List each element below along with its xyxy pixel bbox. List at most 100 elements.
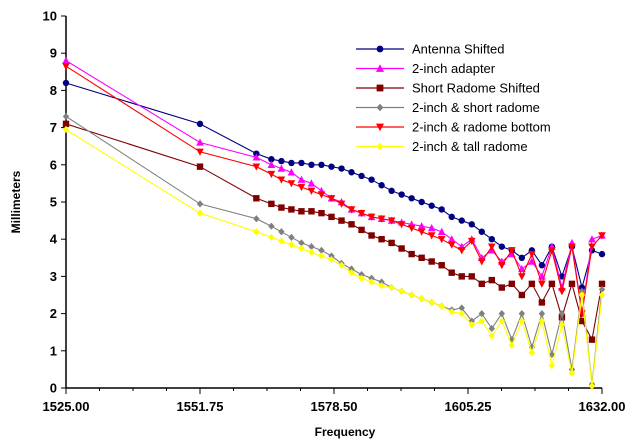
data-point — [598, 280, 606, 288]
y-tick-label: 7 — [50, 120, 57, 135]
data-point — [478, 317, 485, 325]
data-point — [528, 280, 536, 288]
data-point — [196, 138, 204, 146]
legend-label: 2-inch & tall radome — [412, 139, 528, 154]
data-point — [368, 274, 375, 282]
data-point — [368, 278, 375, 286]
y-tick-label: 6 — [50, 157, 57, 172]
data-point — [388, 283, 395, 292]
data-point — [438, 262, 445, 269]
data-point — [338, 217, 345, 224]
data-point — [478, 228, 485, 235]
data-point — [318, 252, 325, 260]
data-point — [398, 191, 405, 198]
data-point — [62, 79, 70, 87]
data-point — [348, 169, 355, 176]
data-point — [428, 298, 435, 307]
data-point — [253, 195, 260, 202]
data-point — [408, 291, 415, 299]
data-point — [308, 161, 315, 168]
data-point — [588, 235, 596, 243]
legend-label: 2-inch & short radome — [412, 100, 540, 115]
legend: Antenna Shifted 2-inch adapter Short Radom… — [356, 42, 551, 154]
data-point — [196, 120, 204, 128]
data-point — [408, 195, 415, 202]
data-point — [578, 317, 586, 325]
data-point — [337, 200, 346, 208]
data-point — [428, 258, 435, 265]
data-point — [468, 321, 475, 329]
data-point — [388, 239, 395, 247]
data-point — [327, 195, 336, 203]
data-point — [278, 204, 285, 211]
legend-marker — [376, 45, 384, 53]
data-point — [468, 221, 475, 228]
data-point — [62, 120, 70, 128]
data-point — [568, 243, 576, 251]
data-point — [328, 213, 335, 221]
y-axis-ticks: 0 1 2 3 4 5 6 7 8 9 10 — [43, 9, 66, 396]
data-point — [288, 241, 295, 249]
data-point — [407, 224, 416, 233]
data-point — [378, 236, 385, 243]
y-tick-label: 5 — [50, 195, 57, 210]
data-point — [498, 243, 506, 250]
data-point — [398, 245, 405, 252]
data-point — [268, 233, 275, 241]
data-point — [538, 310, 546, 318]
data-point — [196, 148, 204, 156]
data-point — [438, 302, 445, 310]
data-point — [338, 165, 345, 172]
series-0 — [62, 79, 606, 291]
series-5 — [62, 125, 606, 390]
data-point — [578, 284, 586, 291]
data-point — [287, 180, 296, 188]
data-point — [508, 280, 516, 288]
data-point — [378, 278, 385, 286]
data-point — [278, 237, 285, 245]
data-point — [367, 213, 376, 221]
y-tick-label: 3 — [50, 269, 57, 284]
data-point — [267, 160, 276, 168]
data-point — [378, 282, 385, 290]
y-tick-label: 0 — [50, 381, 57, 396]
legend-label: Short Radome Shifted — [412, 81, 540, 96]
data-point — [447, 235, 456, 243]
data-point — [448, 213, 455, 221]
data-point — [578, 287, 586, 295]
y-tick-label: 8 — [50, 83, 57, 98]
data-point — [437, 236, 446, 244]
data-point — [518, 317, 526, 325]
data-point — [418, 254, 425, 261]
data-point — [427, 232, 436, 240]
data-point — [338, 261, 345, 269]
x-tick-label: 1632.00 — [579, 399, 626, 414]
data-point — [196, 163, 204, 170]
data-point — [297, 183, 306, 192]
data-point — [548, 362, 556, 370]
data-point — [508, 247, 516, 255]
data-point — [277, 164, 286, 172]
data-point — [307, 179, 316, 187]
series-4 — [62, 63, 606, 318]
data-point — [268, 222, 275, 230]
data-point — [518, 273, 526, 281]
data-point — [457, 247, 466, 255]
y-tick-label: 10 — [43, 9, 57, 24]
series-1 — [62, 56, 606, 317]
legend-item: 2-inch & short radome — [356, 100, 540, 115]
legend-marker — [376, 142, 384, 151]
data-point — [588, 336, 596, 343]
data-point — [358, 270, 365, 279]
data-point — [528, 349, 536, 357]
data-point — [588, 382, 596, 390]
plot-frame — [65, 16, 602, 389]
data-point — [418, 295, 425, 303]
data-point — [348, 221, 355, 228]
data-point — [598, 250, 606, 258]
data-point — [438, 206, 445, 213]
data-point — [347, 206, 356, 214]
data-point — [578, 291, 586, 299]
x-tick-label: 1578.50 — [311, 399, 358, 414]
